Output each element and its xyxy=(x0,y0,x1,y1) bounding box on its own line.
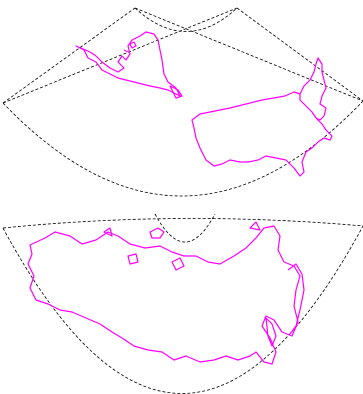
sakhalin xyxy=(265,317,277,347)
map-boundary xyxy=(2,7,363,197)
kamchatka-coast xyxy=(287,263,305,335)
map-boundary xyxy=(2,213,363,394)
contiguous-us-outline xyxy=(191,91,333,177)
russia-map xyxy=(2,213,363,394)
arctic-islands xyxy=(103,221,261,271)
alaska-outline xyxy=(75,31,181,97)
russia-outline xyxy=(27,225,301,365)
north-america-map xyxy=(2,7,363,197)
northeast-coast xyxy=(299,57,327,121)
alaska-islands xyxy=(123,41,183,99)
